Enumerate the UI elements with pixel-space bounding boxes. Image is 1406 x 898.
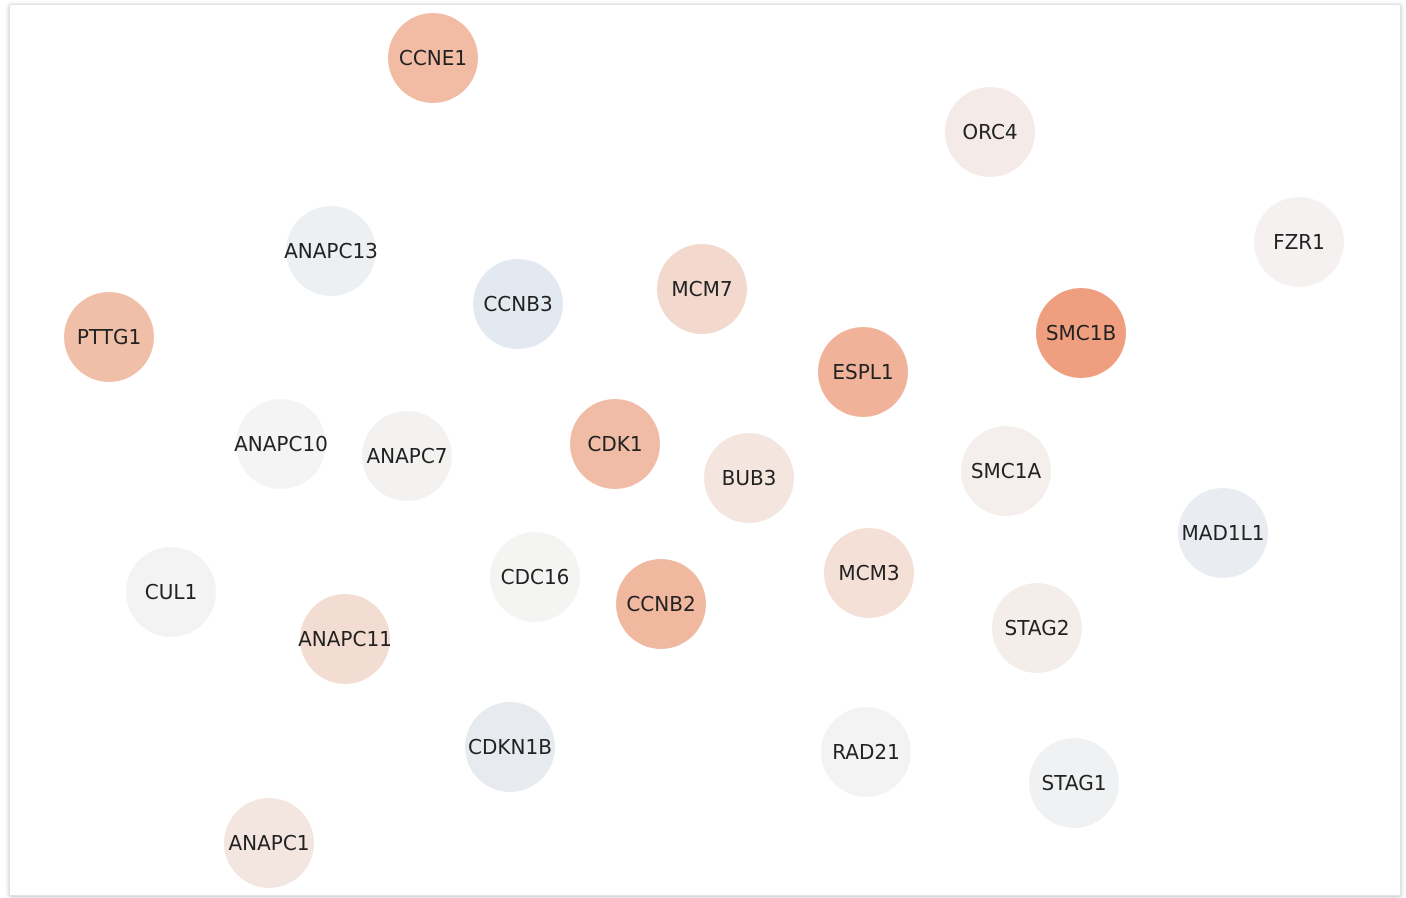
node-label: SMC1A [971,459,1042,483]
node-label: MCM7 [671,277,732,301]
node: ORC4 [945,87,1035,177]
node: CCNE1 [388,13,478,103]
node: MCM7 [657,244,747,334]
node-label: CDK1 [587,432,642,456]
node-circle [286,206,376,296]
node-circle [818,327,908,417]
node-circle [945,87,1035,177]
node: CCNB3 [473,259,563,349]
node: FZR1 [1254,197,1344,287]
node-circle [1036,288,1126,378]
node-label: STAG1 [1042,771,1107,795]
node-label: ANAPC1 [228,831,309,855]
node-label: RAD21 [832,740,900,764]
node: BUB3 [704,433,794,523]
node-circle [961,426,1051,516]
node-circle [992,583,1082,673]
node: ANAPC1 [224,798,314,888]
node-circle [704,433,794,523]
node: RAD21 [821,707,911,797]
node-label: STAG2 [1005,616,1070,640]
node-label: BUB3 [722,466,777,490]
node: CDK1 [570,399,660,489]
node-label: FZR1 [1273,230,1325,254]
node-circle [1029,738,1119,828]
node-label: ANAPC10 [234,432,328,456]
node-circle [821,707,911,797]
node: STAG1 [1029,738,1119,828]
node-circle [236,399,326,489]
node-circle [490,532,580,622]
node-label: ANAPC7 [366,444,447,468]
node-circle [224,798,314,888]
node: STAG2 [992,583,1082,673]
node-circle [1178,488,1268,578]
node-circle [362,411,452,501]
node: CDKN1B [465,702,555,792]
node-circle [300,594,390,684]
node-label: PTTG1 [77,325,141,349]
node-circle [126,547,216,637]
node: ESPL1 [818,327,908,417]
node: PTTG1 [64,292,154,382]
node: MCM3 [824,528,914,618]
node-circle [824,528,914,618]
node: ANAPC10 [234,399,328,489]
node-circle [473,259,563,349]
node-label: CUL1 [145,580,197,604]
node-circle [465,702,555,792]
node-label: ANAPC13 [284,239,378,263]
node-label: SMC1B [1046,321,1116,345]
node: ANAPC7 [362,411,452,501]
node-label: ANAPC11 [298,627,392,651]
node-label: CDKN1B [468,735,552,759]
node: ANAPC11 [298,594,392,684]
node-circle [1254,197,1344,287]
node-circle [616,559,706,649]
node: CUL1 [126,547,216,637]
node-circle [64,292,154,382]
node-label: MCM3 [838,561,899,585]
node-label: MAD1L1 [1182,521,1265,545]
node: ANAPC13 [284,206,378,296]
node-circle [388,13,478,103]
node-label: CCNB2 [626,592,695,616]
node-label: ORC4 [962,120,1017,144]
node-label: CCNB3 [483,292,552,316]
node: SMC1A [961,426,1051,516]
node: CCNB2 [616,559,706,649]
node: SMC1B [1036,288,1126,378]
node-label: ESPL1 [832,360,893,384]
node-circle [657,244,747,334]
node-label: CCNE1 [399,46,467,70]
node: MAD1L1 [1178,488,1268,578]
node-circle [570,399,660,489]
node: CDC16 [490,532,580,622]
node-label: CDC16 [501,565,570,589]
